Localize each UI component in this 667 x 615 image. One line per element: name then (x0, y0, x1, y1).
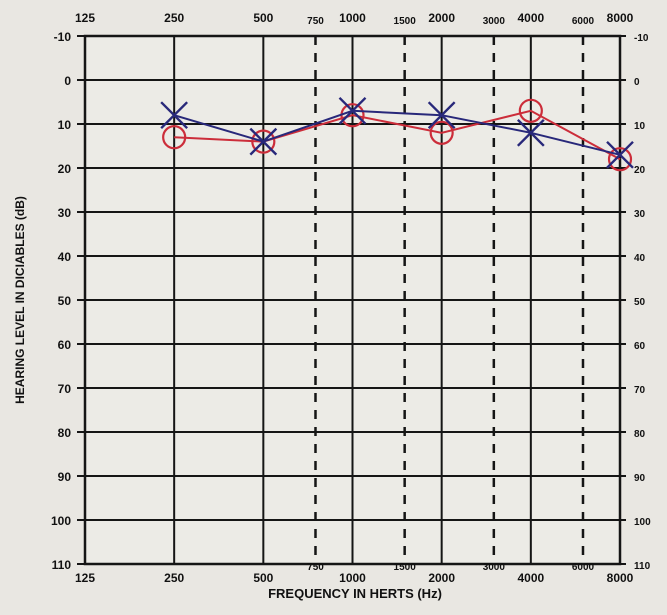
y-tick-label-right: 110 (634, 561, 651, 572)
tick-labels: -10 -10 0 0 10 10 20 20 30 30 40 40 50 50 60 60 70 70 80 80… (51, 11, 651, 585)
x-tick-label-bottom: 6000 (572, 562, 595, 573)
circle-marker (429, 120, 454, 145)
y-tick-label-left: 20 (58, 162, 72, 176)
y-tick-label-left: -10 (54, 30, 72, 44)
y-tick-label-left: 30 (58, 206, 72, 220)
y-tick-label-left: 50 (58, 294, 72, 308)
y-tick-label-left: 60 (58, 338, 72, 352)
series-line-circle (174, 109, 621, 161)
y-tick-label-left: 100 (51, 514, 71, 528)
series (160, 96, 634, 172)
x-tick-label-top: 1500 (394, 16, 417, 27)
y-tick-label-right: 100 (634, 517, 651, 528)
circle-marker (607, 147, 633, 172)
x-tick-label-bottom: 1500 (394, 562, 417, 573)
cross-stroke (427, 101, 456, 130)
cross-marker (338, 96, 367, 125)
y-tick-label-right: 50 (634, 297, 646, 308)
cross-stroke (249, 127, 278, 156)
y-tick-label-right: 30 (634, 209, 646, 220)
x-tick-label-top: 6000 (572, 16, 595, 27)
cross-stroke (516, 118, 545, 147)
x-tick-label-bottom: 2000 (428, 571, 455, 585)
series-line-cross (173, 109, 621, 156)
plot-frame (83, 34, 622, 566)
cross-marker (160, 101, 189, 130)
x-axis-title: FREQUENCY IN HERTS (Hz) (268, 586, 442, 601)
circle-marker (251, 129, 276, 154)
x-tick-label-top: 2000 (428, 11, 455, 25)
y-tick-label-right: 40 (634, 253, 646, 264)
x-tick-label-bottom: 1000 (339, 571, 366, 585)
x-tick-label-bottom: 250 (164, 571, 184, 585)
y-tick-label-left: 10 (58, 118, 72, 132)
cross-marker (249, 127, 278, 156)
y-tick-label-right: 20 (634, 165, 646, 176)
x-tick-label-top: 250 (164, 11, 184, 25)
y-tick-label-left: 40 (58, 250, 72, 264)
y-tick-label-left: 70 (58, 382, 72, 396)
x-tick-label-bottom: 4000 (517, 571, 544, 585)
y-axis-title: HEARING LEVEL IN DICIABLES (dB) (13, 196, 27, 404)
cross-stroke (606, 140, 634, 169)
x-tick-label-top: 8000 (607, 11, 634, 25)
grid (77, 34, 626, 566)
circle-marker (518, 98, 543, 123)
x-tick-label-top: 500 (253, 11, 273, 25)
cross-marker (516, 118, 545, 147)
x-tick-label-bottom: 3000 (483, 562, 506, 573)
x-tick-label-bottom: 125 (75, 571, 95, 585)
y-tick-label-left: 80 (58, 426, 72, 440)
y-tick-label-left: 110 (52, 558, 72, 572)
y-tick-label-right: -10 (634, 33, 649, 44)
cross-marker (427, 101, 456, 130)
cross-stroke (160, 101, 189, 130)
cross-stroke (338, 96, 367, 125)
cross-marker (606, 140, 634, 169)
y-tick-label-left: 90 (58, 470, 72, 484)
x-tick-label-bottom: 8000 (607, 571, 634, 585)
x-tick-label-top: 1000 (339, 11, 366, 25)
y-tick-label-right: 70 (634, 385, 646, 396)
y-tick-label-right: 80 (634, 429, 646, 440)
y-tick-label-left: 0 (64, 74, 71, 88)
x-tick-label-bottom: 500 (253, 571, 273, 585)
x-tick-label-top: 4000 (517, 11, 544, 25)
x-tick-label-bottom: 750 (307, 562, 324, 573)
y-tick-label-right: 60 (634, 341, 646, 352)
circle-marker (162, 125, 187, 150)
x-tick-label-top: 750 (307, 16, 324, 27)
x-tick-label-top: 3000 (483, 16, 506, 27)
x-tick-label-top: 125 (75, 11, 95, 25)
y-tick-label-right: 90 (634, 473, 646, 484)
y-tick-label-right: 0 (634, 77, 640, 88)
y-tick-label-right: 10 (634, 121, 646, 132)
